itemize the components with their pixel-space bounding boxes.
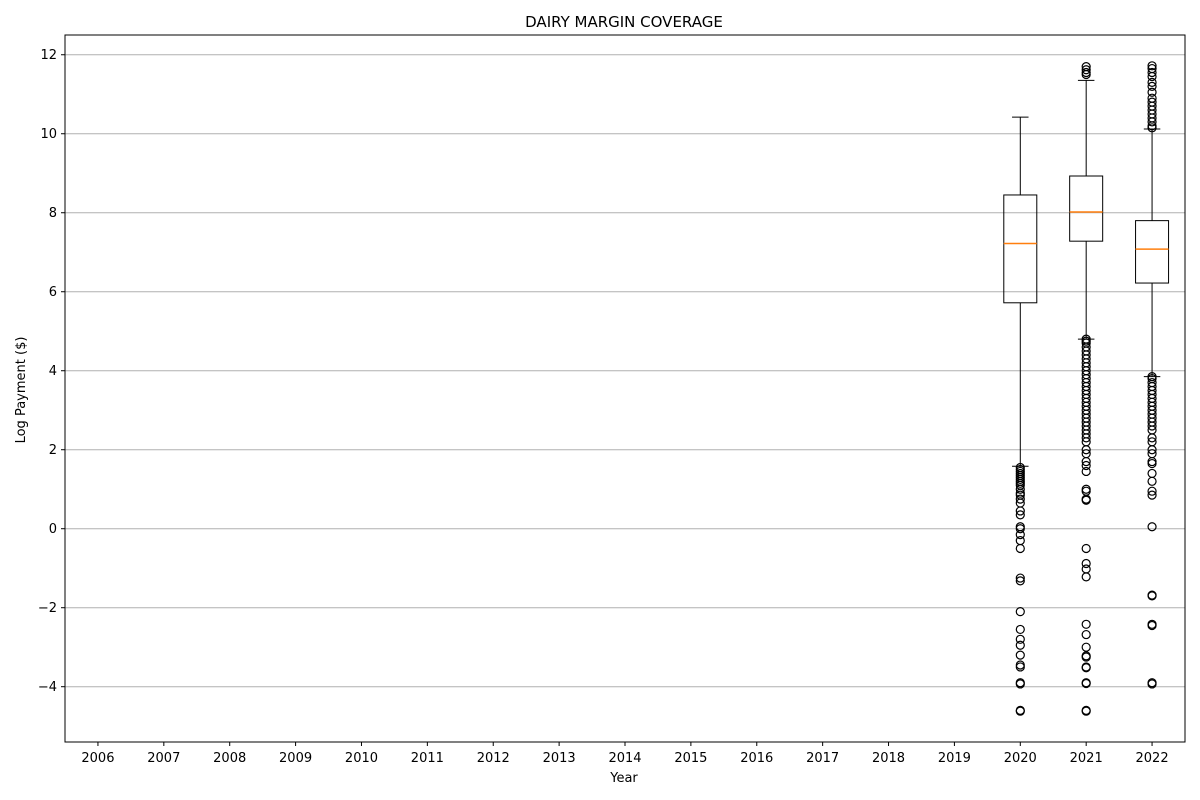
outlier-point xyxy=(1081,564,1091,574)
box-2021 xyxy=(1069,61,1104,716)
outlier-point xyxy=(1147,87,1157,97)
box-2022 xyxy=(1135,61,1170,689)
outlier-point xyxy=(1147,117,1157,127)
y-tick-label: 10 xyxy=(40,127,57,142)
chart-title: DAIRY MARGIN COVERAGE xyxy=(525,13,723,31)
outlier-point xyxy=(1015,624,1025,635)
outlier-point xyxy=(1147,71,1157,82)
outlier-point xyxy=(1081,652,1091,662)
outlier-point xyxy=(1015,634,1025,644)
outlier-point xyxy=(1147,468,1157,479)
iqr-box xyxy=(1135,220,1170,284)
outlier-point xyxy=(1015,543,1025,554)
y-tick-label: 12 xyxy=(40,48,57,63)
outlier-point xyxy=(1015,576,1025,586)
box-plots xyxy=(1003,61,1170,716)
outlier-point xyxy=(1147,620,1157,631)
x-tick-label: 2017 xyxy=(806,751,839,766)
outlier-point xyxy=(1015,524,1025,534)
outlier-point xyxy=(1015,573,1025,583)
outlier-point xyxy=(1015,662,1025,672)
y-tick-label: −4 xyxy=(38,680,57,695)
x-tick-label: 2006 xyxy=(81,751,114,766)
outlier-point xyxy=(1015,506,1025,516)
outlier-point xyxy=(1147,458,1157,469)
x-tick-label: 2022 xyxy=(1136,751,1169,766)
x-tick-label: 2021 xyxy=(1070,751,1103,766)
x-axis: 2006 2007 2008 2009 2010 2011 2012 2013 2014 2015… xyxy=(81,742,1169,766)
outlier-point xyxy=(1147,77,1157,87)
outlier-point xyxy=(1081,445,1091,455)
outlier-point xyxy=(1081,65,1091,75)
outlier-point xyxy=(1015,640,1025,650)
x-tick-label: 2007 xyxy=(147,751,180,766)
x-tick-label: 2015 xyxy=(674,751,707,766)
outlier-point xyxy=(1147,67,1157,78)
x-tick-label: 2012 xyxy=(477,751,510,766)
outlier-point xyxy=(1147,476,1157,486)
iqr-box xyxy=(1003,194,1038,304)
x-tick-label: 2010 xyxy=(345,751,378,766)
outlier-point xyxy=(1081,543,1091,554)
gridlines xyxy=(65,54,1185,688)
outlier-point xyxy=(1147,433,1157,443)
outlier-point xyxy=(1147,591,1157,601)
outlier-point xyxy=(1147,679,1157,689)
x-tick-label: 2019 xyxy=(938,751,971,766)
x-axis-label: Year xyxy=(609,771,638,786)
outlier-point xyxy=(1015,484,1025,494)
outlier-point xyxy=(1147,421,1157,431)
outlier-point xyxy=(1015,650,1025,660)
outlier-point xyxy=(1081,433,1091,443)
y-axis: −4 −2 0 2 4 6 8 10 12 xyxy=(38,48,65,695)
box-2020 xyxy=(1003,116,1038,716)
outlier-point xyxy=(1081,69,1091,80)
y-axis-label: Log Payment ($) xyxy=(14,337,29,444)
outlier-point xyxy=(1147,522,1157,532)
outlier-point xyxy=(1015,494,1025,504)
outlier-point xyxy=(1081,642,1091,652)
outlier-point xyxy=(1081,706,1091,716)
outlier-point xyxy=(1147,123,1157,133)
x-tick-label: 2008 xyxy=(213,751,246,766)
outlier-point xyxy=(1081,619,1091,629)
outlier-point xyxy=(1081,572,1091,582)
y-tick-label: 8 xyxy=(49,206,57,221)
x-tick-label: 2016 xyxy=(740,751,773,766)
y-tick-label: −2 xyxy=(38,601,57,616)
x-tick-label: 2020 xyxy=(1004,751,1037,766)
outlier-point xyxy=(1015,510,1025,520)
outlier-point xyxy=(1147,445,1157,455)
outlier-point xyxy=(1081,629,1091,640)
outlier-point xyxy=(1081,678,1091,689)
outlier-point xyxy=(1015,535,1025,546)
y-tick-label: 6 xyxy=(49,285,57,300)
outlier-point xyxy=(1147,81,1157,91)
outlier-point xyxy=(1147,490,1157,500)
outlier-point xyxy=(1015,679,1025,689)
outlier-point xyxy=(1081,558,1091,569)
x-tick-label: 2014 xyxy=(608,751,641,766)
x-tick-label: 2009 xyxy=(279,751,312,766)
outlier-point xyxy=(1015,607,1025,617)
x-tick-label: 2011 xyxy=(411,751,444,766)
outlier-point xyxy=(1081,466,1091,477)
outlier-point xyxy=(1147,486,1157,496)
outlier-point xyxy=(1081,460,1091,471)
outlier-point xyxy=(1081,495,1091,505)
x-tick-label: 2013 xyxy=(543,751,576,766)
plot-frame xyxy=(64,34,1186,743)
y-tick-label: 4 xyxy=(49,364,57,379)
iqr-box xyxy=(1069,175,1104,242)
y-tick-label: 0 xyxy=(49,522,57,537)
outlier-point xyxy=(1081,456,1091,467)
outlier-point xyxy=(1081,663,1091,673)
outlier-point xyxy=(1015,706,1025,716)
outlier-point xyxy=(1147,61,1157,71)
x-tick-label: 2018 xyxy=(872,751,905,766)
y-tick-label: 2 xyxy=(49,443,57,458)
outlier-point xyxy=(1015,530,1025,540)
